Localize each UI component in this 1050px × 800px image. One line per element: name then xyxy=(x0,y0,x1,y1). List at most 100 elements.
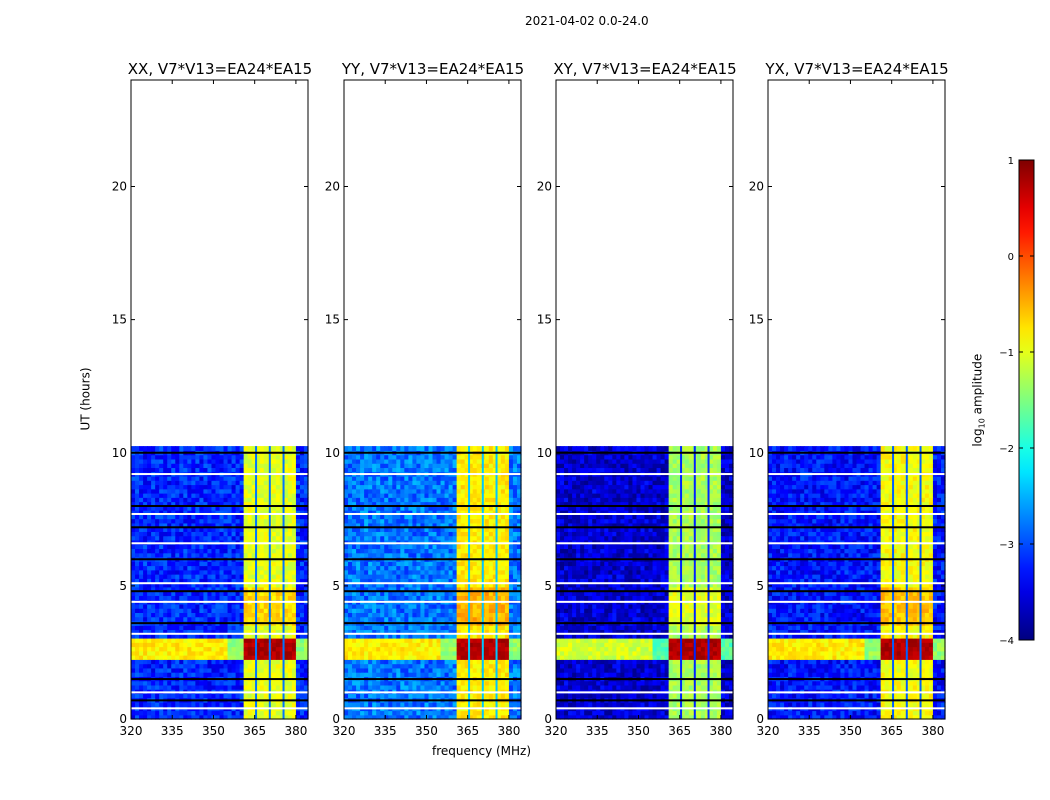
heatmap-cell xyxy=(388,680,393,686)
heatmap-cell xyxy=(191,693,196,699)
heatmap-cell xyxy=(227,667,233,673)
heatmap-cell xyxy=(424,522,430,528)
heatmap-cell xyxy=(484,710,490,716)
heatmap-cell xyxy=(468,633,474,639)
heatmap-cell xyxy=(464,603,470,609)
heatmap-cell xyxy=(456,535,462,541)
heatmap-cell xyxy=(412,642,418,648)
heatmap-cell xyxy=(255,701,261,707)
heatmap-cell xyxy=(211,612,217,618)
heatmap-cell xyxy=(263,595,269,601)
heatmap-cell xyxy=(139,492,144,498)
heatmap-cell xyxy=(231,595,237,601)
heatmap-cell xyxy=(131,603,136,609)
heatmap-cell xyxy=(388,625,393,631)
heatmap-cell xyxy=(163,701,168,707)
heatmap-cell xyxy=(203,663,209,669)
heatmap-cell xyxy=(368,544,373,550)
heatmap-cell xyxy=(239,710,245,716)
heatmap-cell xyxy=(231,608,237,613)
heatmap-cell xyxy=(143,633,148,639)
heatmap-cell xyxy=(496,616,502,622)
heatmap-cell xyxy=(416,591,422,596)
heatmap-cell xyxy=(376,595,381,601)
heatmap-cell xyxy=(259,467,265,473)
heatmap-cell xyxy=(223,714,229,720)
heatmap-cell xyxy=(408,612,413,618)
heatmap-cell xyxy=(147,586,152,592)
heatmap-cell xyxy=(183,650,188,656)
heatmap-cell xyxy=(239,535,245,541)
heatmap-cell xyxy=(376,680,381,686)
heatmap-cell xyxy=(227,684,233,690)
heatmap-cell xyxy=(219,454,225,460)
heatmap-cell xyxy=(207,625,213,631)
heatmap-cell xyxy=(380,701,385,707)
heatmap-cell xyxy=(139,467,144,473)
heatmap-cell xyxy=(283,548,289,554)
heatmap-cell xyxy=(275,527,281,532)
heatmap-cell xyxy=(155,561,160,567)
heatmap-cell xyxy=(223,510,229,515)
heatmap-cell xyxy=(243,586,249,592)
heatmap-cell xyxy=(400,701,405,707)
heatmap-cell xyxy=(384,548,389,554)
heatmap-cell xyxy=(275,497,281,503)
heatmap-cell xyxy=(368,561,373,567)
heatmap-cell xyxy=(135,629,140,635)
heatmap-cell xyxy=(400,629,405,635)
heatmap-cell xyxy=(183,446,188,451)
heatmap-cell xyxy=(416,544,422,550)
heatmap-cell xyxy=(291,595,297,601)
heatmap-cell xyxy=(428,569,434,575)
heatmap-cell xyxy=(171,501,176,507)
heatmap-cell xyxy=(291,650,297,656)
heatmap-cell xyxy=(183,475,188,481)
heatmap-cell xyxy=(215,710,221,716)
heatmap-cell xyxy=(360,514,365,520)
heatmap-cell xyxy=(191,633,196,639)
heatmap-cell xyxy=(215,603,221,609)
heatmap-cell xyxy=(368,659,373,665)
heatmap-cell xyxy=(147,582,152,588)
heatmap-cell xyxy=(227,475,233,481)
heatmap-cell xyxy=(384,518,389,524)
heatmap-cell xyxy=(356,574,361,579)
panel-title-xy: XY, V7*V13=EA24*EA15 xyxy=(553,60,737,78)
heatmap-cell xyxy=(255,475,261,481)
heatmap-cell xyxy=(275,522,281,528)
heatmap-cell xyxy=(432,663,438,669)
heatmap-cell xyxy=(215,446,221,451)
heatmap-cell xyxy=(388,672,393,677)
heatmap-cell xyxy=(239,629,245,635)
heatmap-cell xyxy=(195,475,200,481)
heatmap-cell xyxy=(159,650,164,656)
heatmap-cell xyxy=(368,578,373,584)
heatmap-cell xyxy=(263,633,269,639)
heatmap-cell xyxy=(135,646,140,652)
heatmap-cell xyxy=(492,710,498,716)
heatmap-cell xyxy=(191,612,196,618)
heatmap-cell xyxy=(452,518,458,524)
heatmap-cell xyxy=(167,680,172,686)
heatmap-cell xyxy=(175,684,180,690)
heatmap-cell xyxy=(492,701,498,707)
heatmap-cell xyxy=(179,629,184,635)
panel-title-yx: YX, V7*V13=EA24*EA15 xyxy=(765,60,949,78)
heatmap-cell xyxy=(251,569,257,575)
heatmap-cell xyxy=(283,667,289,673)
heatmap-cell xyxy=(199,659,205,665)
heatmap-cell xyxy=(368,552,373,558)
heatmap-cell xyxy=(376,544,381,550)
heatmap-cell xyxy=(404,565,409,571)
heatmap-cell xyxy=(476,548,482,554)
heatmap-cell xyxy=(456,701,462,707)
heatmap-cell xyxy=(155,535,160,541)
heatmap-cell xyxy=(384,561,389,567)
heatmap-cell xyxy=(416,552,422,558)
heatmap-cell xyxy=(472,612,478,618)
heatmap-cell xyxy=(472,637,478,643)
heatmap-cell xyxy=(356,650,361,656)
heatmap-cell xyxy=(135,467,140,473)
heatmap-cell xyxy=(344,680,349,686)
